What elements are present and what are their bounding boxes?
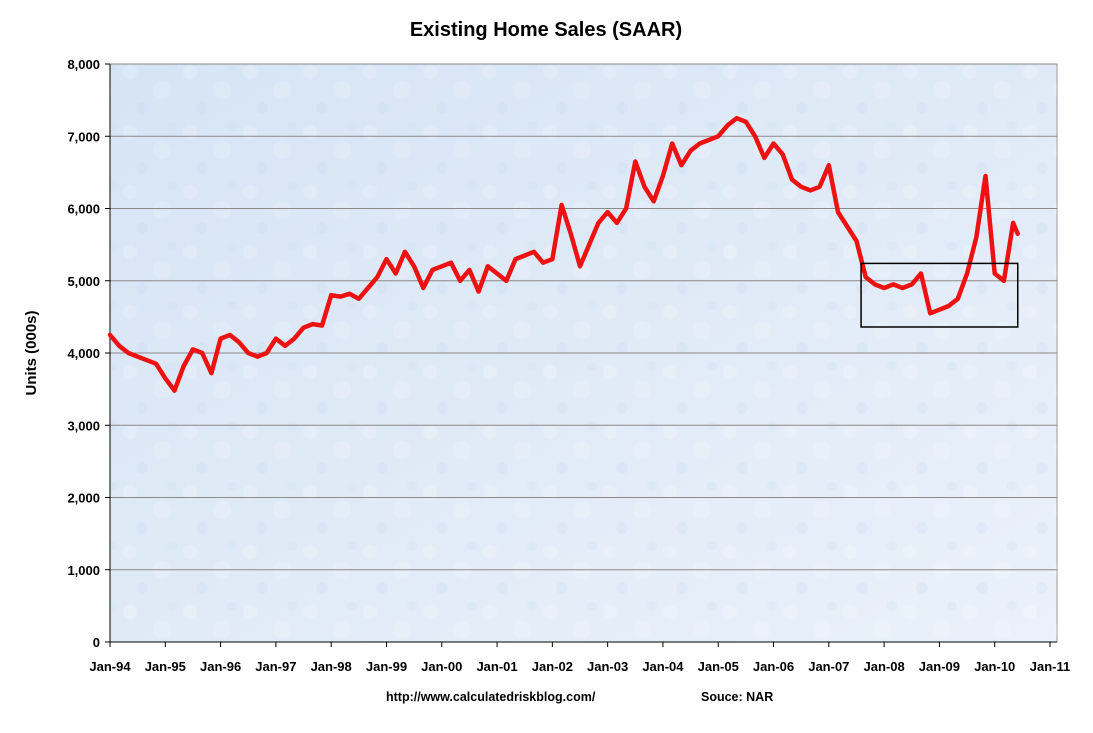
y-tick-label: 7,000 — [67, 129, 100, 144]
highlight-box — [860, 262, 1019, 328]
x-tick-label: Jan-03 — [587, 659, 628, 674]
x-tick-label: Jan-11 — [1030, 659, 1070, 674]
y-axis-ticks: 0 1,000 2,000 3,000 4,000 5,000 6,000 7,000 8,00… — [67, 57, 110, 650]
y-tick-label: 1,000 — [67, 563, 100, 578]
y-tick-label: 2,000 — [67, 491, 100, 506]
x-tick-label: Jan-09 — [919, 659, 960, 674]
gridlines — [110, 63, 1057, 571]
x-tick-label: Jan-97 — [255, 659, 296, 674]
series-line — [107, 115, 1020, 393]
y-tick-label: 8,000 — [67, 57, 100, 72]
x-tick-label: Jan-94 — [89, 659, 131, 674]
x-tick-label: Jan-95 — [145, 659, 186, 674]
source-url: http://www.calculatedriskblog.com/ — [386, 690, 596, 704]
chart-title: Existing Home Sales (SAAR) — [410, 19, 682, 41]
y-tick-label: 3,000 — [67, 418, 100, 433]
x-tick-label: Jan-10 — [974, 659, 1015, 674]
x-tick-label: Jan-07 — [808, 659, 849, 674]
x-tick-label: Jan-02 — [532, 659, 573, 674]
y-tick-label: 6,000 — [67, 202, 100, 217]
x-tick-label: Jan-00 — [421, 659, 462, 674]
y-tick-label: 0 — [93, 635, 100, 650]
x-tick-label: Jan-06 — [753, 659, 794, 674]
x-tick-label: Jan-96 — [200, 659, 241, 674]
y-axis-label: Units (000s) — [23, 310, 40, 395]
y-tick-label: 5,000 — [67, 274, 100, 289]
source-note: Souce: NAR — [701, 690, 773, 704]
x-tick-label: Jan-98 — [311, 659, 352, 674]
x-tick-label: Jan-99 — [366, 659, 407, 674]
x-tick-label: Jan-04 — [642, 659, 684, 674]
y-tick-label: 4,000 — [67, 346, 100, 361]
x-tick-label: Jan-08 — [864, 659, 905, 674]
x-axis-ticks: Jan-94 Jan-95 Jan-96 Jan-97 Jan-98 Jan-99 Jan-… — [89, 642, 1070, 674]
x-tick-label: Jan-05 — [698, 659, 739, 674]
x-tick-label: Jan-01 — [476, 659, 517, 674]
